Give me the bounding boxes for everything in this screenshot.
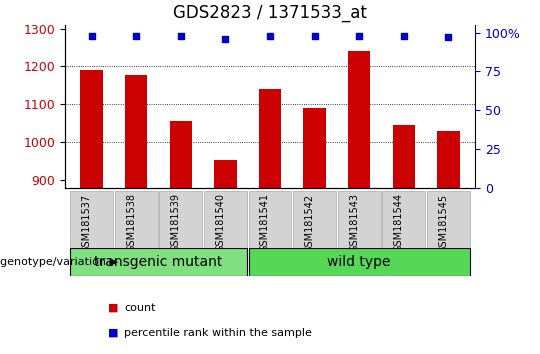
Text: GSM181540: GSM181540	[215, 193, 225, 252]
Text: ■: ■	[108, 303, 118, 313]
Point	[266, 33, 274, 39]
Bar	[393, 125, 415, 188]
FancyBboxPatch shape	[248, 248, 470, 276]
Text: GSM181537: GSM181537	[82, 193, 92, 252]
Text: GSM181541: GSM181541	[260, 193, 270, 252]
Point	[177, 33, 185, 39]
Text: GSM181539: GSM181539	[171, 193, 181, 252]
Point	[221, 36, 230, 41]
Text: GSM181538: GSM181538	[126, 193, 136, 252]
FancyBboxPatch shape	[115, 191, 158, 248]
Title: GDS2823 / 1371533_at: GDS2823 / 1371533_at	[173, 4, 367, 22]
Bar	[437, 131, 460, 188]
Text: GSM181542: GSM181542	[305, 193, 315, 252]
Bar	[259, 89, 281, 188]
Bar	[303, 108, 326, 188]
Point	[87, 33, 96, 39]
Text: percentile rank within the sample: percentile rank within the sample	[124, 328, 312, 338]
FancyBboxPatch shape	[70, 191, 113, 248]
FancyBboxPatch shape	[382, 191, 425, 248]
Point	[132, 33, 140, 39]
Text: ■: ■	[108, 328, 118, 338]
Text: GSM181544: GSM181544	[394, 193, 404, 252]
FancyBboxPatch shape	[293, 191, 336, 248]
Text: wild type: wild type	[327, 255, 391, 269]
Bar	[125, 75, 147, 188]
Text: GSM181543: GSM181543	[349, 193, 359, 252]
Text: transgenic mutant: transgenic mutant	[94, 255, 222, 269]
FancyBboxPatch shape	[204, 191, 247, 248]
FancyBboxPatch shape	[70, 248, 247, 276]
FancyBboxPatch shape	[159, 191, 202, 248]
FancyBboxPatch shape	[338, 191, 381, 248]
Bar	[170, 121, 192, 188]
Text: count: count	[124, 303, 156, 313]
Bar	[348, 51, 370, 188]
Point	[444, 34, 453, 40]
Bar	[80, 70, 103, 188]
FancyBboxPatch shape	[427, 191, 470, 248]
FancyBboxPatch shape	[248, 191, 292, 248]
Point	[355, 33, 363, 39]
Point	[400, 33, 408, 39]
Bar	[214, 160, 237, 188]
Text: GSM181545: GSM181545	[438, 193, 448, 252]
Point	[310, 33, 319, 39]
Text: genotype/variation ▶: genotype/variation ▶	[0, 257, 118, 267]
